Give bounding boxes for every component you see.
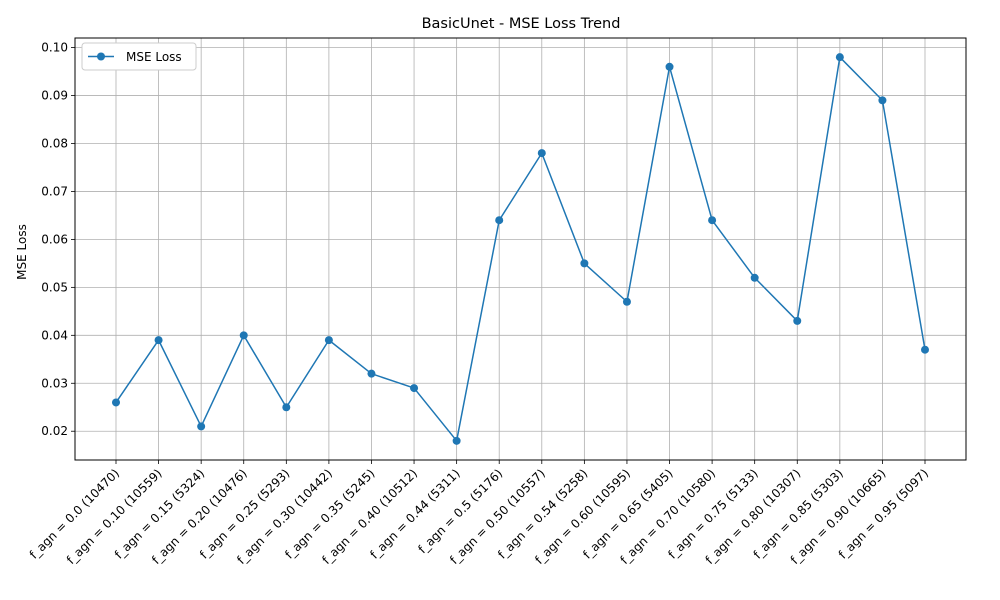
y-tick-label: 0.04 — [41, 328, 68, 342]
y-tick-label: 0.03 — [41, 376, 68, 390]
data-point — [495, 216, 504, 225]
data-point — [708, 216, 717, 225]
data-point — [452, 436, 461, 445]
data-point — [324, 336, 333, 345]
data-point — [580, 259, 589, 268]
data-point — [835, 53, 844, 62]
grid-layer — [75, 38, 966, 460]
data-point — [750, 273, 759, 282]
y-tick-label: 0.06 — [41, 232, 68, 246]
data-point — [367, 369, 376, 378]
data-point — [665, 62, 674, 71]
y-tick-label: 0.08 — [41, 137, 68, 151]
y-tick-label: 0.02 — [41, 424, 68, 438]
series-layer — [112, 53, 929, 445]
data-point — [878, 96, 887, 105]
legend-label-mse-loss: MSE Loss — [126, 50, 182, 64]
chart-title: BasicUnet - MSE Loss Trend — [422, 16, 621, 32]
data-point — [154, 336, 163, 345]
y-axis-label: MSE Loss — [15, 224, 29, 280]
data-point — [921, 345, 929, 354]
data-point — [622, 297, 631, 306]
y-tick-label: 0.10 — [41, 41, 68, 55]
y-tick-label: 0.05 — [41, 280, 68, 294]
legend: MSE Loss — [81, 42, 197, 71]
y-tick-label: 0.09 — [41, 89, 68, 103]
legend-marker-swatch — [97, 52, 105, 61]
y-axis-ticks: 0.02 0.03 0.04 0.05 0.06 0.07 0.08 0.09 0.10 — [41, 41, 75, 438]
data-point — [537, 149, 546, 158]
x-axis-ticks: f_agn = 0.0 (10470)f_agn = 0.10 (10559)f… — [27, 460, 931, 567]
data-point — [410, 384, 419, 393]
legend-box — [81, 42, 197, 71]
plot-area-frame — [74, 37, 967, 461]
data-point — [112, 398, 120, 407]
y-tick-label: 0.07 — [41, 184, 68, 198]
data-point — [197, 422, 206, 431]
data-point — [239, 331, 248, 340]
data-point — [793, 316, 802, 325]
data-point — [282, 403, 291, 412]
series-line-mse-loss — [115, 56, 926, 442]
